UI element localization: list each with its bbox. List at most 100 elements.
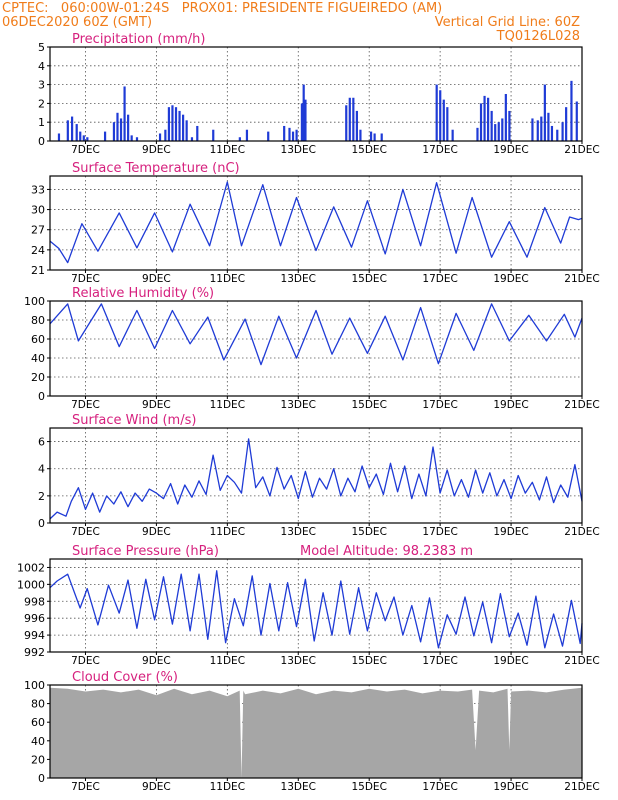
precip-bar	[345, 105, 348, 141]
y-tick-label: 6	[38, 436, 45, 449]
x-tick-label: 9DEC	[142, 399, 171, 411]
plot-frame	[49, 300, 583, 397]
precip-bar	[547, 112, 550, 141]
plot-frame	[49, 175, 583, 271]
x-tick-label: 9DEC	[142, 144, 171, 156]
precip-bar	[479, 103, 483, 141]
y-tick-label: 992	[24, 646, 45, 659]
precip-bar	[185, 120, 188, 141]
panel-title: Cloud Cover (%)	[72, 670, 178, 685]
y-tick-label: 40	[31, 352, 45, 365]
x-tick-label: 17DEC	[422, 144, 457, 156]
panel-rh: 0 20 40 60 80 100 7DEC 9DEC 11DEC 13DEC 15DEC 17DEC…	[24, 286, 600, 411]
precip-bar	[435, 84, 438, 141]
precip-bar	[158, 133, 162, 141]
x-tick-label: 17DEC	[422, 781, 457, 793]
precip-bar	[531, 118, 534, 141]
precip-bar	[79, 131, 82, 141]
x-tick-label: 9DEC	[142, 273, 171, 285]
y-tick-label: 100	[24, 295, 45, 308]
y-tick-label: 80	[31, 698, 45, 711]
x-tick-label: 9DEC	[142, 781, 171, 793]
x-tick-label: 13DEC	[281, 781, 316, 793]
temp-line	[49, 181, 583, 264]
x-tick-label: 11DEC	[210, 144, 245, 156]
x-tick-label: 13DEC	[281, 655, 316, 667]
plot-frame	[49, 427, 583, 524]
panel-cloud: 0 20 40 60 80 100 7DEC 9DEC 11DEC 13DEC 15DEC 17DEC…	[24, 670, 600, 793]
x-tick-label: 17DEC	[422, 273, 457, 285]
precip-bar	[497, 122, 500, 141]
x-tick-label: 15DEC	[351, 144, 386, 156]
x-tick-label: 11DEC	[210, 399, 245, 411]
precip-bar	[119, 118, 123, 141]
x-tick-label: 19DEC	[493, 144, 528, 156]
precip-bar	[508, 110, 511, 141]
precip-bar	[369, 131, 373, 141]
x-tick-label: 9DEC	[142, 655, 171, 667]
x-tick-label: 17DEC	[422, 526, 457, 538]
precip-bar	[245, 129, 249, 141]
precip-bar	[543, 84, 546, 141]
precip-bar	[490, 110, 493, 141]
panel-title: Surface Temperature (nC)	[72, 161, 240, 176]
precip-bar	[550, 125, 554, 141]
plot-frame	[49, 558, 583, 653]
x-tick-label: 19DEC	[493, 273, 528, 285]
y-tick-label: 30	[31, 204, 45, 217]
precip-bar	[112, 122, 116, 141]
precip-bar	[451, 129, 454, 141]
header-grid-note: Vertical Grid Line: 60Z	[434, 15, 580, 30]
precip-bar	[300, 103, 304, 141]
precip-bar	[302, 84, 305, 141]
y-tick-label: 994	[24, 629, 45, 642]
precip-bar	[171, 105, 174, 141]
precip-bar	[178, 110, 181, 141]
pres-line	[49, 570, 583, 649]
y-tick-label: 60	[31, 333, 45, 346]
x-tick-label: 15DEC	[351, 655, 386, 667]
x-tick-label: 7DEC	[71, 781, 100, 793]
x-tick-label: 13DEC	[281, 144, 316, 156]
precip-bar	[164, 129, 167, 141]
precip-bar	[196, 125, 199, 141]
precip-bar	[86, 137, 89, 141]
precip-bar	[556, 129, 559, 141]
x-tick-label: 21DEC	[564, 399, 599, 411]
precip-bar	[291, 131, 295, 141]
x-tick-label: 17DEC	[422, 655, 457, 667]
x-tick-label: 21DEC	[564, 144, 599, 156]
precip-bar	[373, 133, 376, 141]
x-tick-label: 15DEC	[351, 526, 386, 538]
panel-precip: 0 1 2 3 4 5 7DEC 9DEC 11DEC 13DEC 15DEC 17DEC 19DEC 2…	[38, 32, 600, 156]
precip-bar	[75, 124, 78, 141]
x-tick-label: 21DEC	[564, 526, 599, 538]
precip-bar	[483, 95, 486, 141]
y-tick-label: 998	[24, 595, 45, 608]
y-tick-label: 3	[38, 79, 45, 92]
x-tick-label: 21DEC	[564, 655, 599, 667]
precip-bar	[494, 124, 497, 141]
precip-bar	[70, 116, 74, 141]
precip-bar	[561, 122, 564, 141]
precip-bar	[501, 118, 504, 141]
x-tick-label: 15DEC	[351, 399, 386, 411]
x-tick-label: 19DEC	[493, 399, 528, 411]
y-tick-label: 1002	[17, 561, 45, 574]
precip-bar	[295, 129, 298, 141]
x-tick-label: 11DEC	[210, 655, 245, 667]
precip-bar	[288, 127, 291, 141]
precip-bar	[476, 127, 479, 141]
precip-bar	[190, 137, 194, 141]
precip-bar	[103, 131, 107, 141]
y-tick-label: 4	[38, 60, 45, 73]
precip-bar	[575, 101, 578, 141]
y-tick-label: 0	[38, 390, 45, 403]
header-model-id: TQ0126L028	[496, 29, 580, 44]
x-tick-label: 15DEC	[351, 781, 386, 793]
y-tick-label: 1000	[17, 578, 45, 591]
y-tick-label: 24	[31, 244, 45, 257]
y-tick-label: 27	[31, 224, 45, 237]
precip-bar	[174, 107, 178, 141]
